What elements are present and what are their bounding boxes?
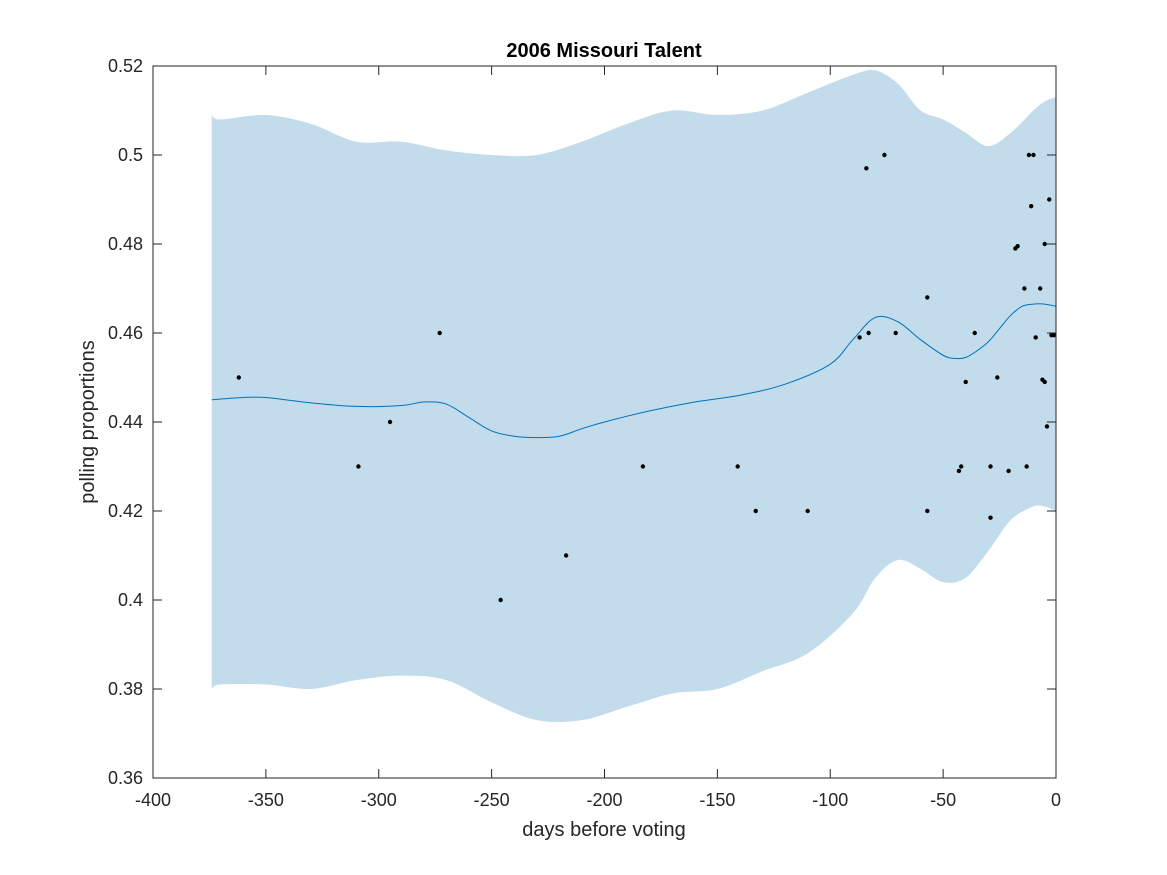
data-point xyxy=(1022,286,1027,291)
x-tick-label: -300 xyxy=(361,790,397,810)
y-tick-label: 0.42 xyxy=(108,501,143,521)
data-point xyxy=(1031,152,1036,158)
data-point xyxy=(972,330,977,336)
x-tick-label: -50 xyxy=(930,790,956,810)
data-point xyxy=(437,330,442,336)
data-point xyxy=(1051,333,1056,338)
data-point xyxy=(1024,464,1029,469)
data-point xyxy=(640,464,646,469)
data-point xyxy=(387,419,393,425)
confidence-band-layer xyxy=(211,69,1056,723)
y-tick-label: 0.52 xyxy=(108,56,143,76)
data-point xyxy=(995,375,1000,380)
data-point xyxy=(857,335,862,340)
data-point xyxy=(1028,203,1034,209)
data-point xyxy=(925,295,930,300)
x-tick-label: -150 xyxy=(699,790,735,810)
x-tick-label: 0 xyxy=(1051,790,1061,810)
y-tick-label: 0.36 xyxy=(108,768,143,788)
x-tick-label: -250 xyxy=(474,790,510,810)
data-point xyxy=(1015,244,1020,249)
data-point xyxy=(1038,286,1043,291)
data-point xyxy=(498,597,503,603)
mean-line xyxy=(211,303,1057,439)
data-point xyxy=(753,508,758,514)
data-point xyxy=(988,464,993,469)
x-tick-label: -350 xyxy=(248,790,284,810)
data-point xyxy=(735,464,740,469)
x-tick-label: -100 xyxy=(812,790,848,810)
y-tick-label: 0.38 xyxy=(108,679,143,699)
data-point xyxy=(988,515,993,520)
data-point xyxy=(563,553,569,558)
data-point xyxy=(925,508,930,514)
x-tick-label: -200 xyxy=(586,790,622,810)
data-point xyxy=(1033,335,1038,340)
chart-title: 2006 Missouri Talent xyxy=(506,40,702,62)
x-axis-label: days before voting xyxy=(522,819,685,841)
data-point xyxy=(866,330,871,336)
poll-points-layer xyxy=(236,152,1056,603)
y-tick-label: 0.4 xyxy=(118,590,143,610)
data-point xyxy=(864,166,869,171)
data-point xyxy=(1042,241,1047,247)
y-tick-label: 0.44 xyxy=(108,412,143,432)
data-point xyxy=(956,468,962,474)
data-point xyxy=(356,464,361,469)
confidence-band xyxy=(211,69,1056,723)
tick-layer: -400 -350 -300 -250 -200 -150 -100 -50 0 0.36 0.38… xyxy=(108,56,1061,810)
data-point xyxy=(236,375,241,380)
data-point xyxy=(958,464,964,469)
mean-line-layer xyxy=(211,303,1057,439)
data-point xyxy=(893,330,898,336)
data-point xyxy=(963,379,968,385)
y-tick-label: 0.48 xyxy=(108,234,143,254)
y-tick-label: 0.46 xyxy=(108,323,143,343)
y-axis-label: polling proportions xyxy=(77,340,99,503)
data-point xyxy=(882,152,887,158)
x-tick-label: -400 xyxy=(135,790,171,810)
data-point xyxy=(1042,379,1047,385)
data-point xyxy=(1006,468,1011,474)
data-point xyxy=(1026,152,1032,158)
data-point xyxy=(1044,424,1050,429)
data-point xyxy=(1047,197,1052,202)
y-tick-label: 0.5 xyxy=(118,145,143,165)
data-point xyxy=(805,508,810,514)
